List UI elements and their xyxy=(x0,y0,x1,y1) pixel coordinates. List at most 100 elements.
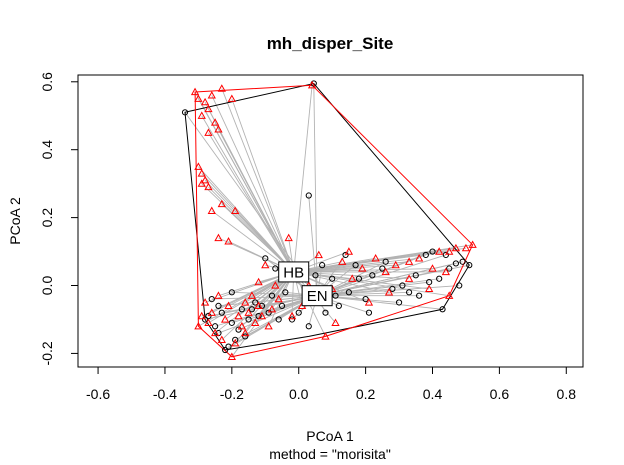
point-hb xyxy=(254,277,263,286)
point-en xyxy=(332,292,339,299)
spoke-line xyxy=(313,83,318,296)
point-hb xyxy=(307,80,317,89)
point-en xyxy=(278,302,286,309)
point-hb xyxy=(321,332,330,340)
point-en xyxy=(379,265,386,272)
point-hb xyxy=(197,179,206,187)
point-en xyxy=(245,316,252,323)
spoke-line xyxy=(221,88,295,273)
plot-frame xyxy=(77,74,584,368)
point-hb xyxy=(234,311,243,320)
spoke-line xyxy=(293,251,440,273)
point-hb xyxy=(451,243,461,252)
x-tick-label: 0.2 xyxy=(356,386,376,402)
point-hb xyxy=(348,274,357,282)
point-en xyxy=(345,289,352,296)
point-en xyxy=(218,309,225,316)
y-tick-label: 0.4 xyxy=(39,140,55,160)
point-en xyxy=(429,248,436,255)
spoke-line xyxy=(293,85,313,272)
point-en xyxy=(235,326,242,333)
point-hb xyxy=(364,298,374,306)
point-hb xyxy=(194,321,203,330)
point-hb xyxy=(358,264,367,272)
point-hb xyxy=(227,352,236,360)
x-tick-label: 0.6 xyxy=(490,386,510,402)
point-hb xyxy=(194,162,203,170)
point-en xyxy=(352,262,359,269)
point-en xyxy=(295,309,302,316)
point-hb xyxy=(404,274,414,282)
point-en xyxy=(412,272,419,279)
point-hb xyxy=(227,94,236,102)
point-hb xyxy=(204,104,213,113)
point-hb xyxy=(461,243,471,252)
point-hb xyxy=(271,281,280,289)
point-en xyxy=(459,258,466,265)
hull-en xyxy=(184,82,470,351)
point-en xyxy=(238,306,245,313)
point-hb xyxy=(274,294,283,303)
point-hb xyxy=(445,247,454,255)
point-en xyxy=(446,265,453,272)
point-en xyxy=(242,333,249,340)
point-hb xyxy=(251,318,260,327)
point-hb xyxy=(197,169,206,177)
point-hb xyxy=(194,94,203,102)
point-en xyxy=(395,299,403,306)
point-en xyxy=(268,292,276,299)
point-hb xyxy=(217,199,226,208)
point-hb xyxy=(214,124,223,133)
point-hb xyxy=(210,328,220,337)
x-axis-title: PCoA 1 xyxy=(306,428,354,444)
point-hb xyxy=(217,335,226,343)
point-hb xyxy=(344,247,354,255)
point-en xyxy=(222,346,229,354)
point-hb xyxy=(200,298,210,306)
spoke-line xyxy=(293,271,410,280)
data-points xyxy=(181,80,477,360)
point-en xyxy=(329,275,336,282)
point-hb xyxy=(197,111,206,119)
x-axis: -0.6 -0.4 -0.2 0.0 0.2 0.4 0.6 0.8 xyxy=(86,366,577,402)
point-hb xyxy=(214,233,223,242)
point-en xyxy=(252,299,259,306)
point-hb xyxy=(190,87,200,96)
spoke-lines xyxy=(184,83,473,358)
point-en xyxy=(452,260,460,267)
point-en xyxy=(208,295,215,303)
spoke-line xyxy=(211,95,295,273)
point-hb xyxy=(331,318,340,327)
spoke-line xyxy=(218,129,295,273)
x-tick-label: -0.6 xyxy=(86,386,110,402)
point-hb xyxy=(204,318,213,327)
point-hb xyxy=(231,338,240,347)
point-hb xyxy=(414,254,424,262)
point-hb xyxy=(391,260,400,269)
point-hb xyxy=(371,254,380,262)
spoke-line xyxy=(317,295,443,310)
point-en xyxy=(466,262,473,269)
point-en xyxy=(272,265,279,272)
x-tick-label: -0.4 xyxy=(153,386,177,402)
centroid-box-en xyxy=(301,285,333,307)
hull-hb xyxy=(194,84,474,358)
point-en xyxy=(389,285,396,293)
spoke-line xyxy=(221,271,295,341)
point-hb xyxy=(261,260,270,269)
point-en xyxy=(275,316,282,323)
point-hb xyxy=(210,118,220,126)
point-en xyxy=(232,336,239,343)
point-en xyxy=(265,309,272,316)
y-tick-label: -0.2 xyxy=(39,341,55,365)
method-subtitle: method = "morisita" xyxy=(269,446,391,462)
spoke-line xyxy=(293,271,450,297)
x-tick-label: 0.8 xyxy=(557,386,577,402)
spoke-line xyxy=(317,274,416,297)
point-hb xyxy=(267,304,277,313)
point-en xyxy=(248,306,256,313)
point-en xyxy=(442,251,449,259)
convex-hulls xyxy=(184,82,474,358)
